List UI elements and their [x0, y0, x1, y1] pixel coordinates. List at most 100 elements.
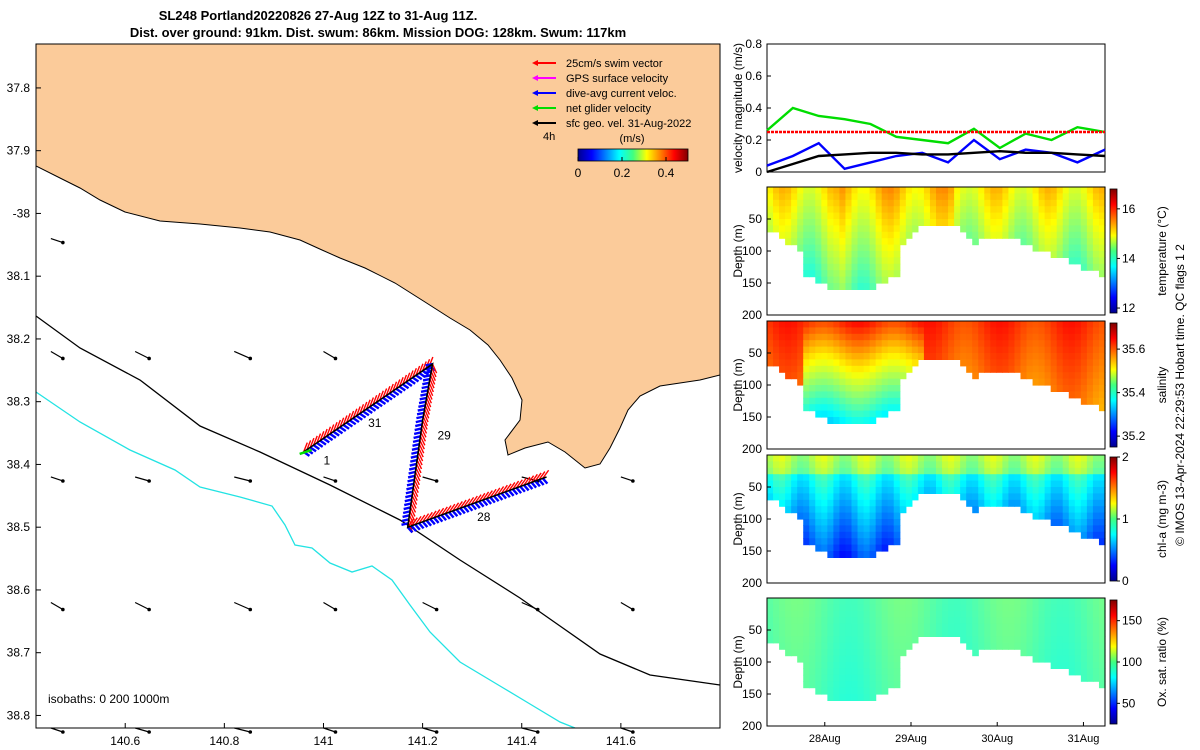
section-cell — [773, 340, 780, 348]
section-cell — [911, 340, 919, 348]
section-cell — [1098, 238, 1106, 246]
section-cell — [767, 353, 774, 360]
section-cell — [779, 598, 786, 605]
section-cell — [1038, 598, 1046, 605]
section-cell — [803, 238, 810, 246]
section-cell — [1020, 219, 1028, 226]
section-cell — [1068, 391, 1076, 399]
section-cell — [803, 199, 810, 207]
section-cell — [905, 219, 913, 226]
section-y-tick-label: 150 — [742, 544, 762, 558]
legend-label: sfc geo. vel. 31-Aug-2022 — [566, 118, 691, 130]
section-cell — [1050, 378, 1058, 386]
current-vector — [395, 387, 403, 394]
section-cell — [815, 617, 822, 625]
current-vector — [440, 514, 448, 522]
section-cell — [1050, 244, 1058, 252]
section-cell — [893, 623, 901, 631]
section-cell — [851, 512, 859, 520]
section-y-tick-label: 100 — [742, 378, 762, 392]
section-cell — [845, 474, 853, 482]
section-cell — [1014, 636, 1022, 644]
section-cell — [881, 538, 889, 546]
section-cell — [1014, 474, 1022, 482]
section-cell — [875, 321, 883, 328]
section-cell — [863, 199, 871, 207]
section-cell — [1050, 353, 1058, 360]
section-cell — [827, 391, 834, 399]
section-cell — [869, 655, 877, 663]
section-cell — [851, 219, 859, 226]
section-cell — [893, 538, 901, 546]
section-cell — [821, 681, 828, 689]
section-cell — [875, 187, 883, 194]
section-cell — [773, 610, 780, 618]
section-cell — [869, 674, 877, 682]
section-cell — [809, 397, 816, 405]
section-cell — [1014, 225, 1022, 233]
section-cell — [905, 212, 913, 220]
section-cell — [773, 493, 780, 501]
section-cell — [875, 687, 883, 695]
swim-vector — [416, 459, 423, 470]
section-cell — [833, 519, 841, 526]
section-cell — [821, 276, 828, 284]
section-cell — [857, 474, 865, 482]
section-cell — [1056, 353, 1064, 360]
section-cell — [803, 385, 810, 392]
section-cell — [857, 385, 865, 392]
section-cell — [839, 263, 847, 271]
section-cell — [809, 231, 816, 239]
section-cell — [785, 493, 792, 501]
section-cell — [815, 365, 822, 373]
section-cell — [936, 321, 943, 328]
section-cell — [1062, 231, 1070, 239]
section-cell — [887, 378, 895, 386]
section-cell — [936, 604, 943, 612]
section-cell — [996, 598, 1003, 605]
section-cell — [942, 219, 949, 226]
section-cell — [893, 353, 901, 360]
section-cell — [1032, 655, 1040, 663]
map-y-tick-label: 38.4 — [7, 457, 31, 471]
section-cell — [797, 378, 804, 386]
section-cell — [821, 333, 828, 341]
section-cell — [851, 251, 859, 258]
section-cell — [1074, 327, 1082, 335]
section-cell — [984, 199, 991, 207]
section-cell — [1074, 238, 1082, 246]
section-cell — [984, 636, 991, 644]
section-cell — [1038, 636, 1046, 644]
section-cell — [845, 231, 853, 239]
section-cell — [857, 410, 865, 418]
section-cell — [839, 270, 847, 278]
geo-arrow-shaft — [50, 727, 64, 733]
section-cell — [809, 487, 816, 494]
section-cell — [875, 212, 883, 220]
section-cell — [929, 321, 937, 328]
section-cell — [905, 636, 913, 644]
map-y-tick-label: 38.1 — [7, 269, 31, 283]
section-cell — [857, 480, 865, 488]
section-cell — [1068, 623, 1076, 631]
section-cell — [863, 636, 871, 644]
section-cell — [887, 455, 895, 462]
swim-vector — [418, 443, 425, 454]
section-cell — [929, 187, 937, 194]
section-cell — [821, 519, 828, 526]
section-cell — [984, 231, 991, 239]
section-cell — [1068, 206, 1076, 214]
section-y-tick-label: 50 — [749, 623, 763, 637]
section-cell — [1086, 340, 1094, 348]
section-cell — [984, 642, 991, 650]
section-cell — [917, 630, 925, 637]
swim-vector — [527, 475, 535, 485]
section-cell — [936, 327, 943, 335]
section-cell — [833, 551, 841, 558]
section-cell — [791, 604, 798, 612]
section-cell — [1044, 623, 1052, 631]
section-cell — [954, 604, 961, 612]
section-cell — [1014, 199, 1022, 207]
section-cell — [1044, 327, 1052, 335]
section-cell — [887, 681, 895, 689]
